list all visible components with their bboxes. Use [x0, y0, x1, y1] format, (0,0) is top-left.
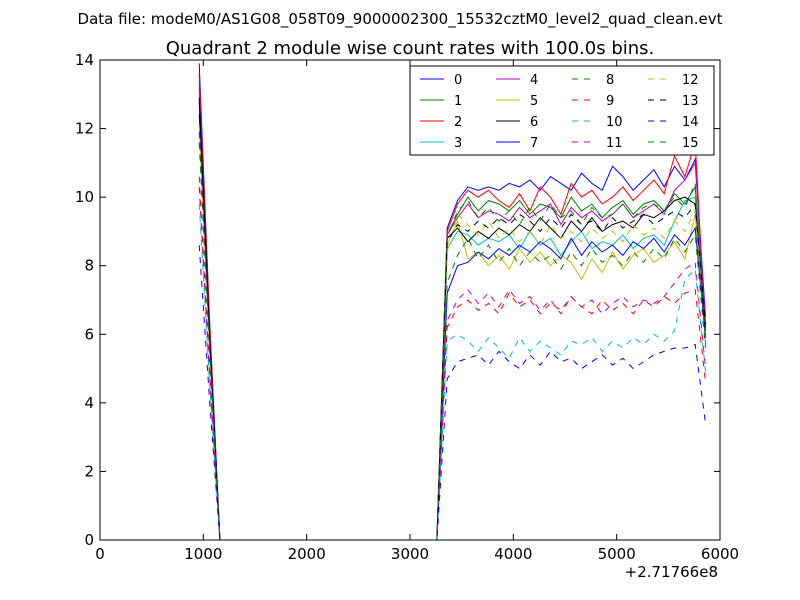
y-tick-label: 10 — [75, 188, 94, 206]
x-tick-label: 5000 — [598, 545, 636, 563]
data-file-suptitle: Data file: modeM0/AS1G08_058T09_90000023… — [78, 10, 723, 29]
legend-label-2: 2 — [454, 115, 462, 130]
legend-label-15: 15 — [682, 136, 699, 151]
series-line-10 — [198, 203, 706, 541]
legend-label-14: 14 — [682, 115, 699, 130]
series-line-3 — [198, 107, 706, 541]
legend-label-12: 12 — [682, 73, 699, 88]
legend-box — [409, 65, 715, 156]
x-tick-label: 6000 — [701, 545, 739, 563]
y-tick-label: 12 — [75, 120, 94, 138]
series-line-6 — [198, 97, 706, 541]
legend-label-7: 7 — [530, 136, 538, 151]
legend-label-0: 0 — [454, 73, 462, 88]
x-tick-label: 2000 — [288, 545, 326, 563]
legend-label-1: 1 — [454, 94, 462, 109]
series-line-7 — [198, 114, 706, 541]
x-tick-label: 0 — [95, 545, 105, 563]
legend-label-3: 3 — [454, 136, 462, 151]
series-line-5 — [198, 125, 706, 541]
x-tick-label: 1000 — [184, 545, 222, 563]
y-tick-label: 0 — [84, 531, 94, 549]
legend-label-13: 13 — [682, 94, 699, 109]
series-line-9 — [198, 176, 706, 541]
y-tick-label: 2 — [84, 462, 94, 480]
y-tick-label: 8 — [84, 257, 94, 275]
series-line-14 — [198, 245, 706, 541]
x-offset-label: +2.71766e8 — [625, 563, 718, 581]
legend-label-9: 9 — [606, 94, 614, 109]
y-tick-label: 4 — [84, 394, 94, 412]
x-tick-label: 3000 — [391, 545, 429, 563]
legend-label-11: 11 — [606, 136, 623, 151]
y-tick-label: 14 — [75, 51, 94, 69]
series-line-12 — [198, 125, 706, 541]
legend-label-4: 4 — [530, 73, 538, 88]
x-tick-label: 4000 — [494, 545, 532, 563]
series-line-15 — [198, 131, 706, 541]
legend-label-5: 5 — [530, 94, 538, 109]
y-tick-label: 6 — [84, 325, 94, 343]
chart-title: Quadrant 2 module wise count rates with … — [166, 38, 655, 59]
legend-label-8: 8 — [606, 73, 614, 88]
legend-label-10: 10 — [606, 115, 623, 130]
legend-label-6: 6 — [530, 115, 538, 130]
series-line-13 — [198, 101, 706, 541]
